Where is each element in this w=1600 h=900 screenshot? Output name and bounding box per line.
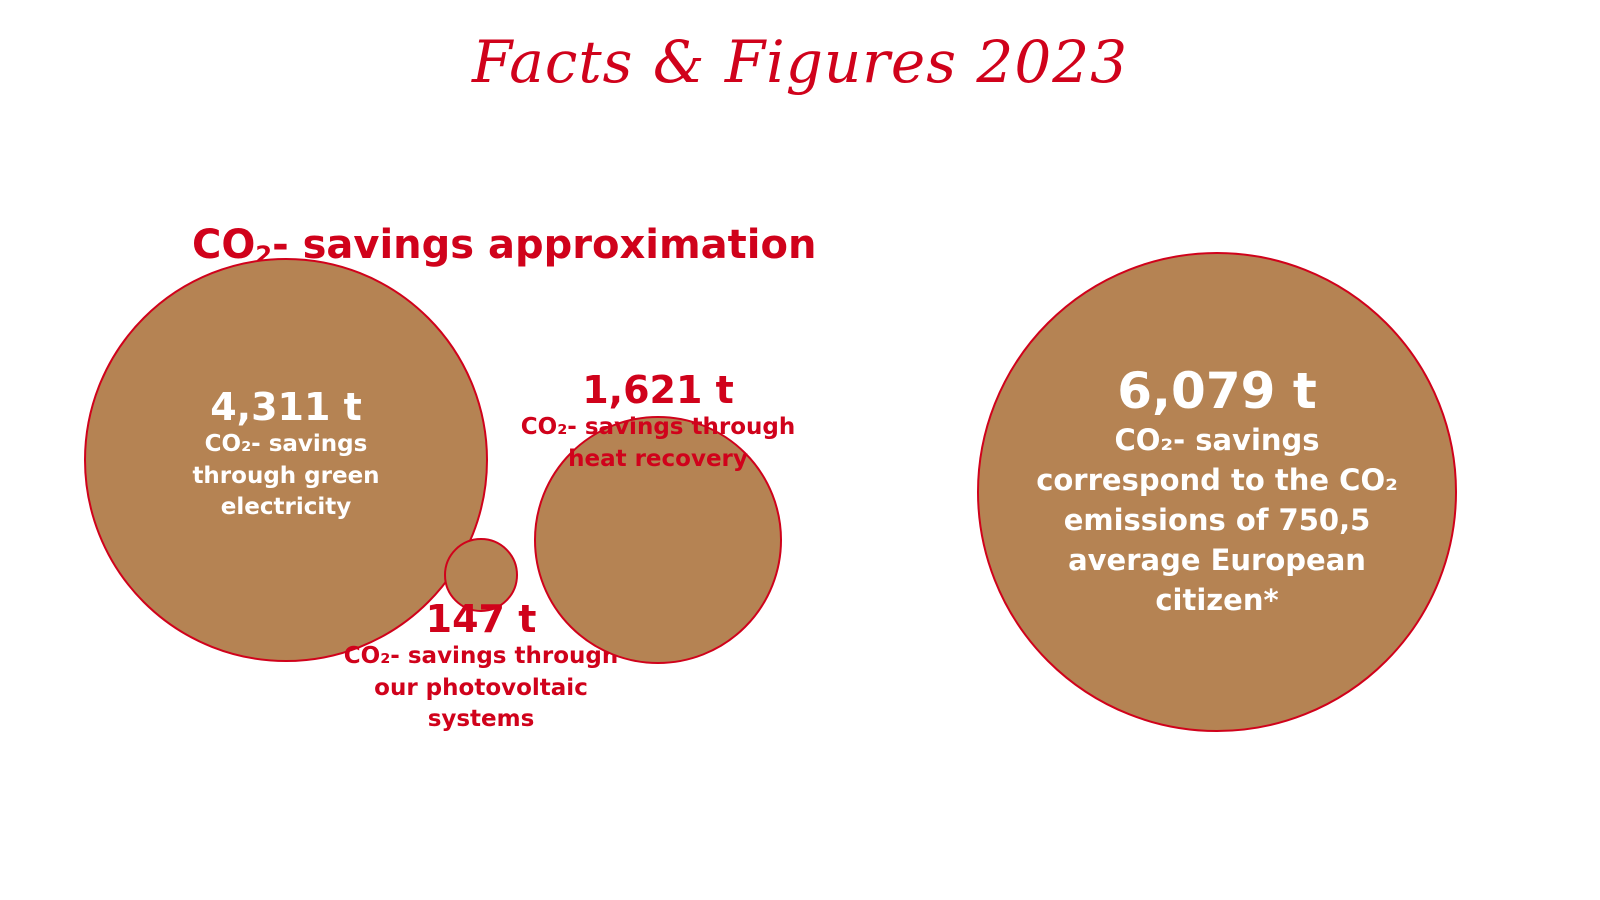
- bubble-label-photovoltaic-systems: 147 t CO₂- savings through our photovoltai…: [321, 597, 641, 736]
- bubble-label-heat-recovery: 1,621 t CO₂- savings through heat recovery: [498, 368, 818, 475]
- bubble-value: 147 t: [425, 597, 537, 641]
- bubble-value: 6,079 t: [1117, 362, 1317, 420]
- bubble-total: [977, 252, 1457, 732]
- bubble-description-line: CO₂- savings: [204, 431, 368, 457]
- bubble-description-line: CO₂- savings through: [343, 643, 619, 669]
- bubble-label-total: 6,079 t CO₂- savings correspond to the CO₂…: [1007, 362, 1427, 620]
- bubble-label-green-electricity: 4,311 t CO₂- savings through green electric…: [166, 385, 406, 524]
- bubble-description-line: electricity: [220, 494, 352, 521]
- bubble-value: 4,311 t: [210, 385, 362, 429]
- section-title-prefix: CO: [192, 222, 256, 268]
- bubble-description-line: average European: [1068, 543, 1366, 578]
- bubble-green-electricity: [83, 257, 489, 663]
- bubble-heat-recovery: [534, 416, 782, 664]
- page-title: Facts & Figures 2023: [471, 28, 1129, 96]
- bubble-description-line: emissions of 750,5: [1063, 503, 1371, 538]
- bubble-description-line: citizen*: [1155, 583, 1279, 618]
- bubble-description-line: through green: [192, 462, 380, 489]
- bubble-description-line: our photovoltaic: [374, 674, 588, 701]
- bubble-description-line: heat recovery: [568, 445, 748, 472]
- bubble-photovoltaic-systems: [443, 537, 519, 613]
- bubble-value: 1,621 t: [582, 368, 734, 412]
- section-title-suffix: - savings approximation: [272, 222, 817, 268]
- section-title: CO2- savings approximation: [192, 222, 816, 269]
- bubble-description-line: CO₂- savings through: [520, 414, 796, 440]
- bubble-description-line: CO₂- savings: [1114, 423, 1320, 457]
- bubble-description-line: correspond to the CO₂: [1036, 463, 1398, 498]
- bubble-description-line: systems: [427, 706, 535, 733]
